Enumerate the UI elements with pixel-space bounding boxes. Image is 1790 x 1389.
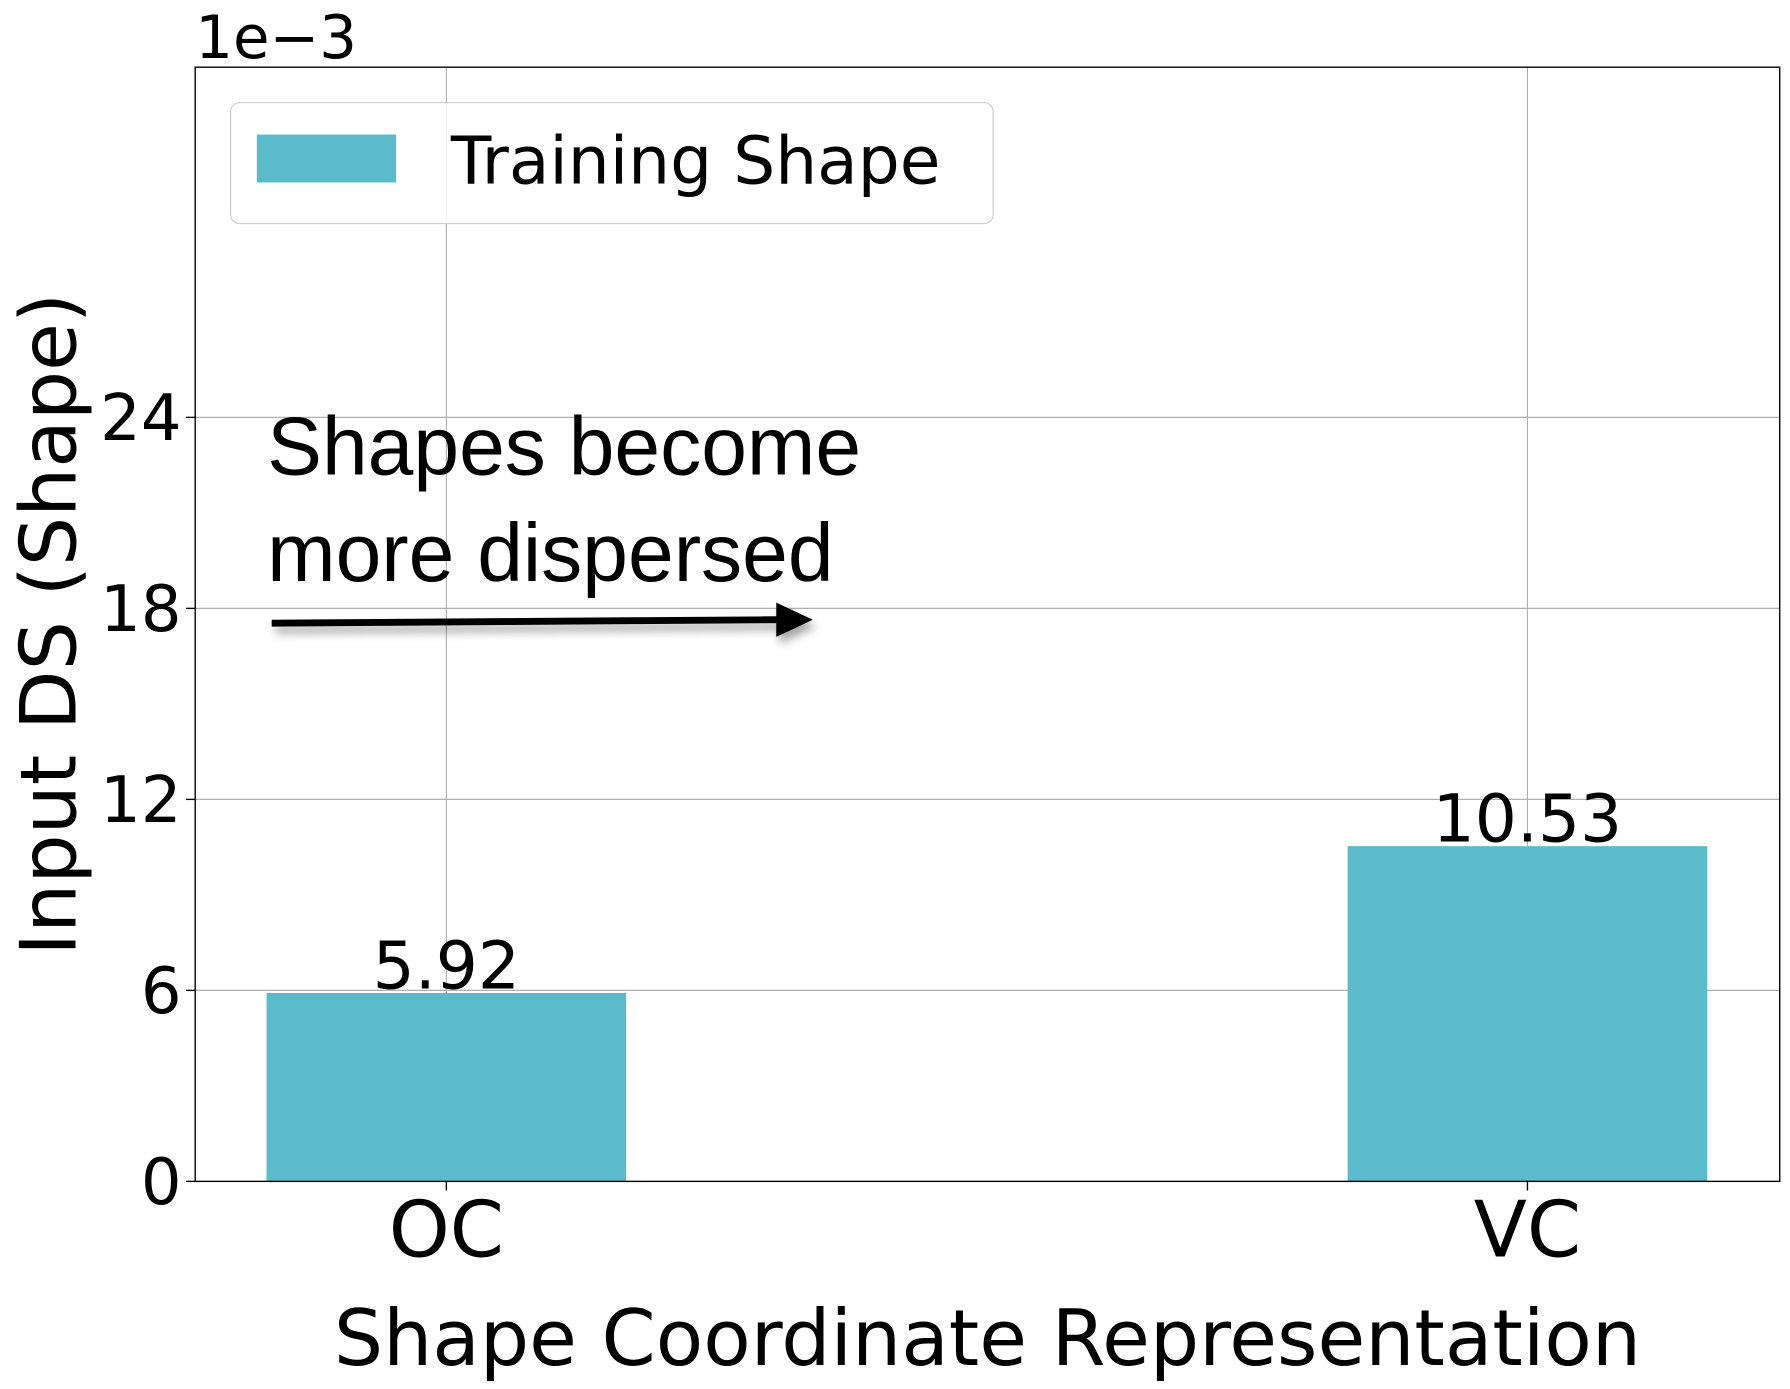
y-offset-label: 1e−3 <box>195 3 357 72</box>
bar <box>266 992 627 1182</box>
y-tick-label: 6 <box>141 955 182 1029</box>
y-tick-label: 0 <box>141 1146 182 1220</box>
annotation-arrow <box>271 602 813 637</box>
legend: Training Shape <box>230 102 994 225</box>
x-tick-label: VC <box>1474 1186 1581 1276</box>
value-label: 5.92 <box>373 927 520 1004</box>
x-axis-label: Shape Coordinate Representation <box>334 1294 1641 1384</box>
y-tick-label: 24 <box>100 382 181 456</box>
y-tick-label: 12 <box>100 764 181 838</box>
plot-frame <box>194 66 1781 1183</box>
annotation: more dispersed <box>267 508 833 599</box>
legend-box <box>230 102 994 225</box>
annotation: Shapes become <box>267 402 861 493</box>
bar <box>1347 846 1708 1182</box>
value-label: 10.53 <box>1433 781 1623 858</box>
y-tick-label: 18 <box>100 573 181 647</box>
bars <box>266 846 1708 1182</box>
legend-label: Training Shape <box>450 123 941 200</box>
y-axis-label: Input DS (Shape) <box>4 293 94 956</box>
legend-swatch <box>256 134 397 183</box>
x-tick-label: OC <box>389 1186 504 1276</box>
